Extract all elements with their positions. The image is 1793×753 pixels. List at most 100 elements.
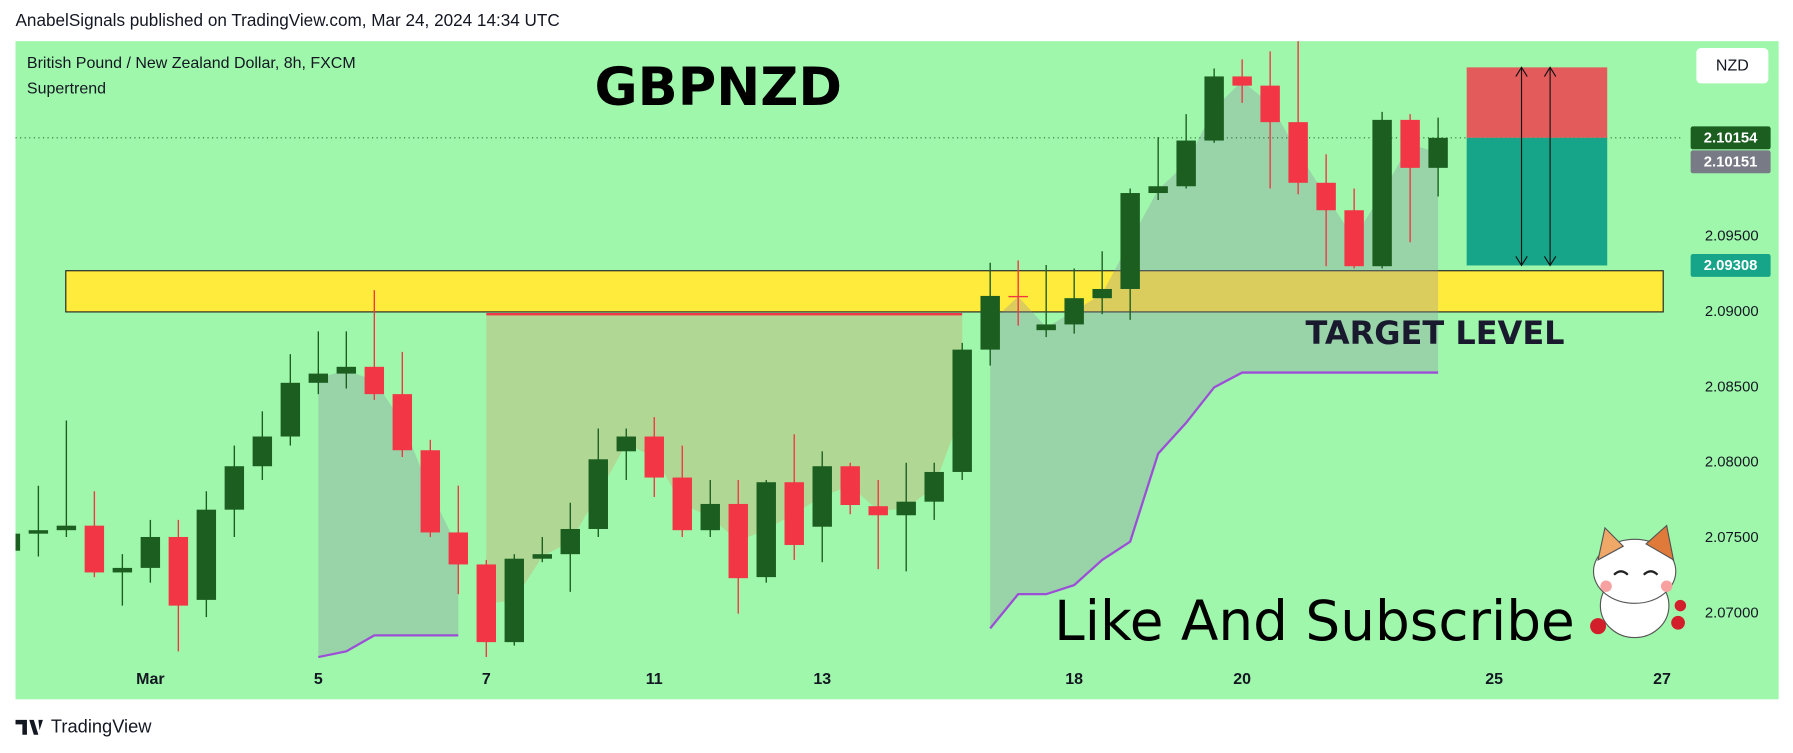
- candle: [784, 434, 804, 560]
- candle-body: [28, 530, 49, 534]
- candle-body: [364, 366, 385, 395]
- candle: [336, 331, 357, 389]
- candle-body: [1092, 288, 1112, 299]
- candle: [616, 428, 636, 480]
- supertrend-line: [989, 371, 1439, 630]
- candle-body: [1064, 298, 1084, 325]
- candle: [1176, 114, 1196, 189]
- candle: [756, 479, 776, 583]
- candle-body: [336, 366, 357, 374]
- cta-text: Like And Subscribe: [1054, 589, 1575, 653]
- price-label-bg: [1690, 254, 1771, 277]
- candle-body: [868, 506, 888, 516]
- candle-body: [784, 482, 804, 545]
- candle: [448, 485, 469, 595]
- candle-body: [1428, 137, 1448, 168]
- candle: [1316, 154, 1336, 267]
- x-tick-label: Mar: [136, 671, 164, 688]
- plot-area: [15, 41, 1681, 659]
- candle: [560, 502, 580, 592]
- candle: [1008, 260, 1028, 326]
- range-arrow: [1543, 66, 1557, 267]
- candle-body: [252, 436, 273, 467]
- candle-body: [56, 525, 77, 531]
- support-zone: [65, 270, 1664, 313]
- candle: [168, 519, 189, 652]
- candle: [952, 342, 972, 480]
- candle: [308, 331, 329, 395]
- candle-body: [224, 466, 245, 510]
- x-tick-label: 25: [1485, 671, 1503, 688]
- candle-body: [728, 503, 748, 579]
- candle-body: [700, 503, 720, 531]
- candle: [588, 428, 608, 537]
- candle: [1120, 188, 1140, 320]
- candle-body: [476, 564, 497, 643]
- x-tick-label: 27: [1653, 671, 1671, 688]
- candle: [1372, 111, 1392, 269]
- price-label: 2.10154: [1690, 126, 1771, 150]
- currency-button[interactable]: NZD: [1696, 47, 1769, 84]
- brand-logo: TradingView: [15, 716, 152, 737]
- candle: [532, 536, 552, 563]
- arrow-head: [1515, 66, 1528, 267]
- candle-body: [924, 471, 944, 502]
- candle-body: [308, 373, 329, 383]
- candle: [1428, 117, 1448, 197]
- price-label-text: 2.10151: [1704, 154, 1758, 170]
- candle: [364, 290, 385, 400]
- candle-body: [1148, 186, 1168, 194]
- price-label: 2.10151: [1690, 150, 1771, 174]
- candle-body: [504, 558, 524, 643]
- candle: [420, 439, 441, 537]
- candle-body: [560, 528, 580, 555]
- indicator-name: Supertrend: [27, 80, 106, 97]
- x-tick-label: 13: [813, 671, 831, 688]
- candle: [56, 420, 77, 537]
- trend-fill: [486, 314, 963, 604]
- sticker: [1590, 524, 1687, 639]
- candle-body: [1008, 295, 1028, 298]
- candle: [1344, 188, 1364, 269]
- price-label-text: 2.09308: [1704, 258, 1758, 274]
- candle: [868, 479, 888, 570]
- candle-body: [1204, 76, 1224, 141]
- candle-body: [644, 436, 664, 478]
- price-label-bg: [1690, 150, 1771, 174]
- candle: [1036, 264, 1056, 338]
- candle: [1092, 251, 1112, 315]
- candle: [224, 445, 245, 537]
- candle: [924, 462, 944, 520]
- candle-body: [1400, 119, 1420, 168]
- candle: [252, 411, 273, 480]
- plot: Mar 5 7 11 13 18 20 25 27 2.07000 2.07500 2.08000 2.…: [15, 41, 1771, 688]
- currency[interactable]: NZD: [1716, 57, 1749, 74]
- y-tick-label: 2.07000: [1705, 606, 1759, 622]
- candle-body: [140, 536, 161, 568]
- candle-body: [84, 525, 105, 573]
- candle: [392, 351, 413, 458]
- candle-body: [420, 450, 441, 533]
- candle-body: [1288, 122, 1308, 183]
- subtitle: British Pound / New Zealand Dollar, 8h, …: [27, 55, 356, 72]
- header: AnabelSignals published on TradingView.c…: [16, 10, 560, 30]
- y-tick-label: 2.07500: [1705, 530, 1759, 546]
- candle-body: [980, 295, 1000, 350]
- candle: [728, 479, 748, 614]
- candle-body: [812, 466, 832, 527]
- candle-body: [952, 349, 972, 472]
- target-area: [1466, 137, 1608, 266]
- candle: [1204, 68, 1224, 143]
- candle-body: [616, 436, 636, 452]
- candle: [896, 462, 916, 572]
- candle-body: [15, 533, 21, 551]
- candle-body: [756, 482, 776, 578]
- candle-body: [448, 532, 469, 565]
- candle: [28, 485, 49, 557]
- price-label-text: 2.10154: [1704, 130, 1758, 146]
- target-label: TARGET LEVEL: [1306, 314, 1565, 352]
- supertrend-line: [318, 634, 459, 659]
- x-tick-label: 7: [482, 671, 491, 688]
- candle: [1260, 51, 1280, 189]
- x-tick-label: 18: [1065, 671, 1083, 688]
